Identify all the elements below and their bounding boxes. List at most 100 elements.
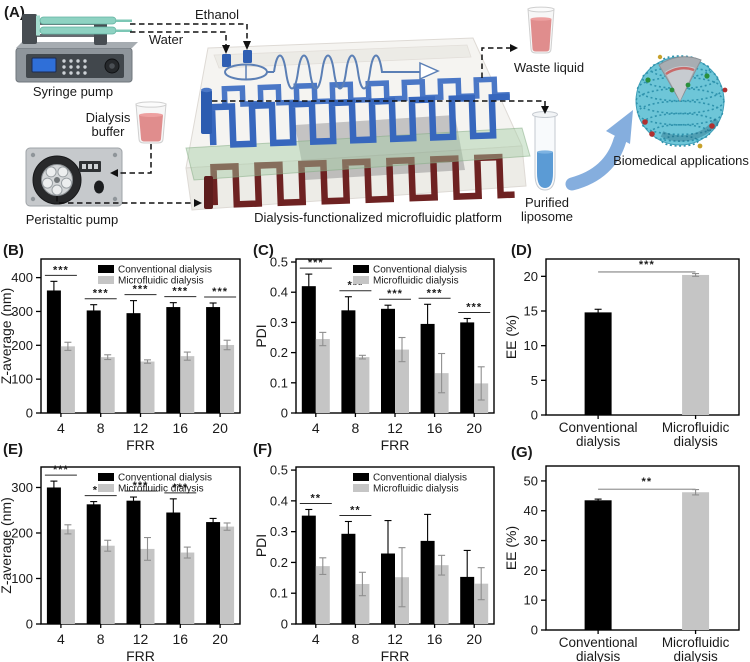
- x-tick-label: Microfluidic: [662, 420, 730, 435]
- y-tick-label: 0: [531, 623, 538, 638]
- significance-stars: ***: [53, 464, 69, 476]
- bar: [420, 323, 435, 413]
- ethanol-line: [130, 23, 248, 41]
- ellipse-shape: [527, 6, 555, 13]
- rect-shape: [36, 25, 40, 36]
- chip-inlet-1: [222, 54, 231, 67]
- bar: [126, 313, 141, 413]
- chip-outlet-arrow: [419, 61, 440, 81]
- y-tick-label: 400: [11, 270, 33, 285]
- circle-shape: [45, 166, 57, 178]
- liposome-surface-proteins: [642, 54, 728, 149]
- ellipse-shape: [649, 124, 711, 143]
- bar: [86, 310, 101, 413]
- y-tick-label: 0.3: [270, 315, 288, 330]
- bar: [341, 310, 356, 413]
- rect-shape: [36, 15, 40, 26]
- polygon-shape: [222, 45, 230, 54]
- ellipse-shape: [636, 100, 724, 126]
- bar: [381, 308, 395, 413]
- ellipse-shape: [139, 113, 163, 117]
- bar: [474, 583, 489, 624]
- dialysis-buffer-label-2: buffer: [91, 124, 125, 139]
- water-line: [130, 31, 227, 45]
- panel-label: (B): [3, 242, 24, 259]
- water-label: Water: [149, 32, 184, 47]
- x-axis-title: FRR: [126, 437, 155, 453]
- x-tick-label: 20: [466, 420, 482, 436]
- bar: [395, 349, 409, 413]
- rect-shape: [116, 19, 132, 22]
- chart-F: (F) 0 0.1 0.2 0.3 0.4 0.5 PDI 4 ** 8 ** 12 16 20 FRR Con…: [253, 441, 495, 662]
- bar: [355, 357, 370, 413]
- bar: [460, 322, 475, 413]
- rect-shape: [116, 29, 132, 32]
- y-tick-label: 0.2: [270, 555, 288, 570]
- circle-shape: [109, 63, 115, 69]
- polygon-shape: [110, 169, 118, 177]
- circle-shape: [669, 87, 675, 93]
- bar: [100, 545, 115, 624]
- x-tick-label: 4: [57, 631, 65, 647]
- y-tick-label: 0.4: [270, 493, 288, 508]
- legend-swatch: [353, 484, 369, 492]
- panel-label: (C): [253, 242, 274, 259]
- y-tick-label: 10: [524, 593, 538, 608]
- y-tick-label: 0: [531, 408, 538, 423]
- panel-label: (G): [511, 444, 533, 461]
- x-tick-label: 12: [387, 420, 403, 436]
- liposome-bead-rows: [635, 55, 725, 147]
- x-tick-label: dialysis: [673, 649, 718, 662]
- chip-back-wall: [213, 44, 472, 69]
- rect-shape: [22, 14, 37, 44]
- circle-shape: [69, 59, 73, 63]
- path-shape: [565, 133, 627, 191]
- y-tick-label: 200: [11, 338, 33, 353]
- bar: [315, 566, 330, 624]
- x-axis-title: FRR: [381, 437, 410, 453]
- legend-label: Microfluidic dialysis: [118, 276, 204, 287]
- y-tick-label: 0.5: [270, 255, 288, 270]
- peristaltic-pump-illustration: [25, 147, 123, 207]
- bar: [166, 512, 181, 624]
- bar: [206, 307, 221, 413]
- bar: [381, 553, 395, 624]
- y-tick-label: 40: [524, 503, 538, 518]
- legend-label: Conventional dialysis: [118, 473, 212, 484]
- x-tick-label: 20: [212, 631, 228, 647]
- circle-shape: [709, 123, 715, 129]
- x-tick-label: 20: [466, 631, 482, 647]
- legend-swatch: [98, 484, 114, 492]
- y-tick-label: 0: [281, 406, 288, 421]
- bar: [126, 500, 141, 624]
- bar: [355, 583, 370, 624]
- y-tick-label: 100: [11, 571, 33, 586]
- ellipse-shape: [201, 87, 212, 93]
- x-axis-title: FRR: [126, 648, 155, 662]
- ellipse-shape: [636, 76, 724, 102]
- x-tick-label: 16: [173, 631, 189, 647]
- x-tick-label: Microfluidic: [662, 635, 730, 650]
- significance-stars: ***: [172, 286, 188, 298]
- y-tick-label: 0: [26, 406, 33, 421]
- ellipse-shape: [641, 112, 719, 136]
- dialysis-buffer-label-1: Dialysis: [86, 110, 131, 125]
- x-tick-label: 12: [133, 631, 149, 647]
- y-tick-label: 20: [524, 563, 538, 578]
- circle-shape: [30, 152, 36, 158]
- path-shape: [537, 152, 553, 188]
- bar: [206, 522, 221, 624]
- ethanol-label: Ethanol: [195, 7, 239, 22]
- y-tick-label: 0.3: [270, 524, 288, 539]
- legend-swatch: [353, 473, 369, 481]
- legend-label: Conventional dialysis: [373, 473, 467, 484]
- rect-shape: [37, 34, 94, 37]
- y-tick-label: 20: [524, 269, 538, 284]
- peristaltic-pump-label: Peristaltic pump: [26, 212, 118, 227]
- x-tick-label: Conventional: [559, 635, 638, 650]
- x-tick-label: 16: [427, 420, 443, 436]
- significance-stars: ***: [387, 288, 403, 300]
- significance-stars: ***: [427, 287, 443, 299]
- significance-stars: ***: [308, 257, 324, 269]
